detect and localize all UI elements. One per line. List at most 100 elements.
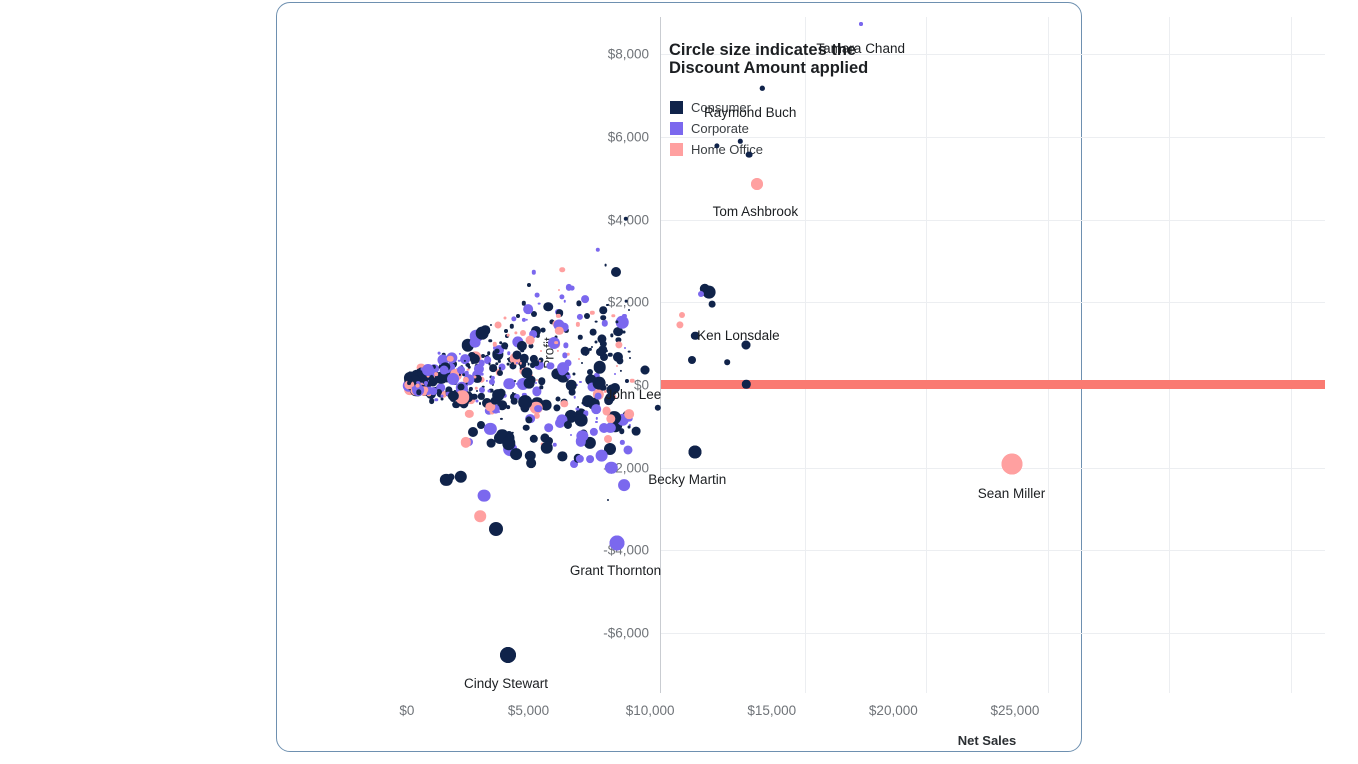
scatter-point[interactable] [583, 436, 596, 449]
scatter-point[interactable] [462, 376, 469, 383]
scatter-point[interactable] [529, 354, 539, 364]
scatter-point[interactable] [714, 143, 720, 149]
scatter-point[interactable] [595, 416, 598, 420]
scatter-point[interactable] [447, 362, 456, 371]
scatter-point[interactable] [524, 450, 536, 461]
scatter-point[interactable] [590, 345, 593, 348]
scatter-point[interactable] [580, 346, 590, 356]
scatter-point[interactable] [540, 441, 553, 455]
scatter-point[interactable] [615, 341, 623, 349]
scatter-point[interactable] [563, 342, 569, 348]
scatter-point[interactable] [703, 285, 716, 299]
scatter-point[interactable] [623, 445, 633, 455]
scatter-point[interactable] [519, 361, 522, 365]
highlighted-point-john-lee[interactable] [640, 365, 650, 375]
scatter-point[interactable] [420, 367, 423, 371]
scatter-point[interactable] [590, 310, 595, 315]
legend-item-consumer[interactable]: Consumer [670, 97, 763, 118]
scatter-point[interactable] [624, 379, 629, 384]
scatter-point[interactable] [529, 361, 536, 368]
scatter-point[interactable] [486, 351, 491, 355]
scatter-point[interactable] [533, 360, 539, 366]
scatter-point[interactable] [503, 329, 508, 334]
scatter-point[interactable] [517, 340, 528, 351]
scatter-point[interactable] [605, 461, 618, 475]
scatter-point[interactable] [540, 327, 546, 333]
scatter-point[interactable] [448, 361, 452, 364]
scatter-point[interactable] [434, 397, 438, 402]
scatter-point[interactable] [468, 386, 473, 391]
scatter-point[interactable] [424, 380, 429, 385]
scatter-point[interactable] [616, 364, 619, 367]
scatter-point[interactable] [519, 367, 522, 370]
scatter-point[interactable] [494, 321, 502, 329]
scatter-point[interactable] [573, 395, 576, 399]
scatter-point[interactable] [522, 424, 530, 432]
scatter-point[interactable] [464, 370, 470, 376]
highlighted-point-tamara-chand[interactable] [858, 22, 863, 27]
scatter-point[interactable] [463, 359, 466, 362]
legend-item-home-office[interactable]: Home Office [670, 139, 763, 160]
scatter-point[interactable] [509, 362, 517, 370]
scatter-point[interactable] [497, 400, 507, 410]
scatter-point[interactable] [458, 359, 461, 363]
scatter-point[interactable] [509, 323, 514, 329]
scatter-point[interactable] [600, 315, 607, 321]
scatter-point[interactable] [601, 319, 609, 327]
scatter-point[interactable] [480, 372, 484, 376]
scatter-point[interactable] [509, 380, 513, 383]
scatter-point[interactable] [416, 380, 421, 385]
scatter-point[interactable] [506, 405, 511, 409]
scatter-point[interactable] [724, 359, 730, 365]
scatter-point[interactable] [557, 451, 567, 461]
scatter-point[interactable] [518, 395, 532, 410]
scatter-point[interactable] [422, 364, 435, 377]
scatter-point[interactable] [604, 435, 613, 444]
scatter-point[interactable] [552, 442, 557, 448]
scatter-point[interactable] [491, 405, 500, 414]
scatter-point[interactable] [608, 352, 613, 358]
scatter-point[interactable] [605, 384, 608, 387]
scatter-point[interactable] [622, 330, 626, 334]
scatter-point[interactable] [587, 382, 597, 392]
scatter-point[interactable] [611, 313, 616, 318]
scatter-point[interactable] [559, 266, 565, 273]
scatter-point[interactable] [535, 378, 538, 382]
scatter-point[interactable] [564, 420, 573, 430]
scatter-point[interactable] [439, 365, 449, 375]
scatter-point[interactable] [553, 319, 565, 331]
scatter-point[interactable] [581, 295, 589, 304]
scatter-point[interactable] [471, 369, 482, 380]
highlighted-point-becky-martin[interactable] [688, 445, 702, 459]
scatter-point[interactable] [562, 352, 568, 358]
scatter-point[interactable] [498, 363, 506, 371]
scatter-point[interactable] [595, 421, 598, 424]
scatter-point[interactable] [529, 330, 537, 339]
scatter-point[interactable] [409, 375, 421, 387]
scatter-point[interactable] [518, 360, 527, 369]
scatter-point[interactable] [602, 406, 611, 416]
scatter-point[interactable] [533, 404, 542, 413]
scatter-point[interactable] [619, 428, 625, 434]
scatter-point[interactable] [745, 151, 753, 158]
scatter-point[interactable] [460, 437, 471, 448]
scatter-point[interactable] [569, 460, 578, 468]
scatter-point[interactable] [687, 355, 696, 364]
scatter-point[interactable] [533, 412, 540, 420]
scatter-point[interactable] [514, 393, 521, 401]
scatter-point[interactable] [575, 322, 580, 327]
scatter-point[interactable] [437, 354, 449, 366]
scatter-point[interactable] [467, 368, 470, 371]
scatter-point[interactable] [455, 390, 470, 405]
scatter-point[interactable] [528, 343, 534, 349]
scatter-point[interactable] [617, 331, 620, 334]
scatter-point[interactable] [500, 417, 503, 420]
highlighted-point-cindy-stewart[interactable] [500, 646, 517, 663]
scatter-point[interactable] [576, 313, 584, 320]
scatter-point[interactable] [516, 362, 519, 365]
scatter-point[interactable] [554, 335, 558, 339]
scatter-point[interactable] [599, 306, 608, 315]
scatter-point[interactable] [525, 335, 535, 345]
scatter-point[interactable] [549, 319, 555, 325]
scatter-point[interactable] [474, 387, 478, 390]
